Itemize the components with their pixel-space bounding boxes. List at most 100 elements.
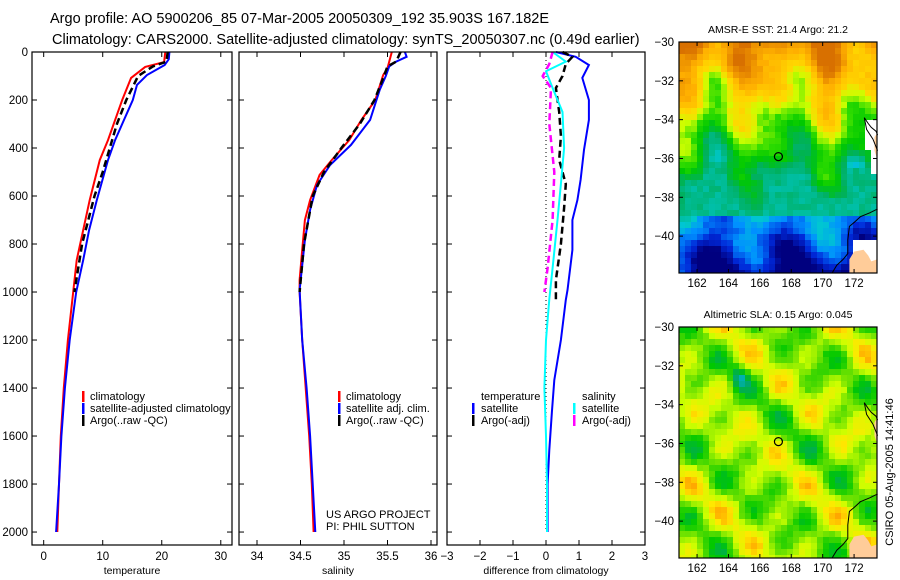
x-axis-label: temperature [104,565,161,577]
legend-label: Argo(..raw -QC) [90,415,168,427]
land-area [849,249,877,273]
profile-panel-2: 34 34.5 35 35.5 36 salinity climatologysatelli… [238,51,438,577]
legend-label: satellite [481,403,518,415]
map-lat-label: −34 [654,400,674,412]
x-tick-label: 0 [40,551,46,563]
map-lon-label: 164 [719,278,739,290]
series-line-argo-raw-qc- [298,51,402,293]
y-tick-label: 2000 [2,527,28,539]
y-tick-label: 1200 [2,335,28,347]
profile-panel-3: −3 −2 −1 0 1 2 3 difference from climatology tem… [440,50,648,577]
legend-swatch [338,391,341,402]
x-tick-label: 3 [642,551,648,563]
legend-swatch [82,403,85,414]
map-lat-label: −32 [654,361,674,373]
map-lat-label: −38 [654,192,674,204]
map-lat-label: −38 [654,477,674,489]
coastline [831,208,878,274]
map-lon-label: 168 [782,563,801,575]
x-tick-label: −1 [506,551,519,563]
legend-swatch [338,403,341,414]
y-tick-label: 1800 [2,479,28,491]
x-tick-label: 35.5 [376,551,398,563]
series-line-climatology [56,51,167,533]
legend-swatch [472,415,475,426]
x-tick-label: 36 [425,551,438,563]
credit-project: US ARGO PROJECT [326,509,431,521]
map-title: Altimetric SLA: 0.15 Argo: 0.045 [704,309,853,321]
y-tick-label: 400 [9,143,28,155]
sst-map-image [679,42,877,273]
map-lon-label: 166 [750,278,769,290]
timestamp-label: CSIRO 05-Aug-2005 14:41:46 [884,398,896,545]
map-lon-label: 172 [844,278,863,290]
x-tick-label: 10 [96,551,109,563]
map-lat-label: −32 [654,76,674,88]
series-line-satellite-adjusted-climatology [55,51,171,533]
map-lat-label: −30 [654,37,674,49]
coastline [831,493,878,559]
legend-label: satellite-adjusted climatology [90,403,231,415]
x-tick-label: 1 [576,551,582,563]
x-tick-label: 0 [543,551,549,563]
map-lon-label: 170 [813,563,832,575]
x-tick-label: 2 [609,551,615,563]
map-title: AMSR-E SST: 21.4 Argo: 21.2 [708,24,848,36]
map-lat-label: −34 [654,115,674,127]
panel-frame [446,51,646,546]
legend-swatch [573,415,576,426]
legend-swatch [573,403,576,414]
y-tick-label: 1400 [2,383,28,395]
legend-label: climatology [346,391,402,403]
legend-label: Argo(..raw -QC) [346,415,424,427]
x-tick-label: 20 [155,551,168,563]
y-tick-label: 800 [9,239,28,251]
figure-title-line-2: Climatology: CARS2000. Satellite-adjuste… [52,32,640,48]
map-lat-label: −36 [654,438,674,450]
land-area [849,534,877,558]
series-line-salinity-argo-adj- [541,51,556,293]
coastline [863,117,879,151]
x-tick-label: 34 [251,551,264,563]
legend-label: satellite adj. clim. [346,403,430,415]
legend-header: salinity [582,391,616,403]
panel-frame [238,51,438,546]
map-lon-label: 162 [687,563,706,575]
legend-header: temperature [481,391,540,403]
series-line-argo-raw-qc- [73,51,169,293]
x-tick-label: 30 [214,551,227,563]
legend-label: Argo(-adj) [582,415,631,427]
sla-map: 162 164 166 168 170 172 −30 −32 −34 −36 −38 −40 Alti… [654,309,879,575]
y-tick-label: 1000 [2,287,28,299]
map-lat-label: −40 [654,231,674,243]
series-line-satellite-adj-clim- [298,51,408,533]
map-lon-label: 168 [782,278,801,290]
map-lat-label: −40 [654,516,674,528]
legend-label: satellite [582,403,619,415]
y-tick-label: 0 [22,47,28,59]
y-tick-label: 1600 [2,431,28,443]
legend-label: climatology [90,391,146,403]
legend-swatch [82,391,85,402]
legend-swatch [472,403,475,414]
map-lat-label: −36 [654,153,674,165]
x-tick-label: 34.5 [289,551,311,563]
map-frame [678,41,878,274]
series-line-temperature-satellite [546,51,591,532]
series-line-climatology [298,51,393,533]
figure-title-line-1: Argo profile: AO 5900206_85 07-Mar-2005 … [50,11,549,27]
coastline [863,402,879,436]
legend-swatch [338,415,341,426]
legend-label: Argo(-adj) [481,415,530,427]
panel-frame [31,51,233,546]
x-axis-label: difference from climatology [483,565,609,577]
series-line-salinity-satellite [543,51,568,532]
argo-float-marker [773,436,784,447]
x-axis-label: salinity [322,565,355,577]
sla-map-image [679,327,877,558]
